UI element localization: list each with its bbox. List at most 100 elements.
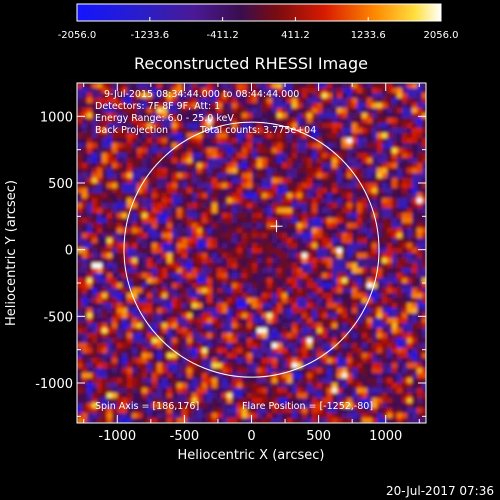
heatmap-cell bbox=[207, 188, 213, 194]
heatmap-cell bbox=[152, 223, 158, 229]
heatmap-cell bbox=[102, 293, 108, 299]
heatmap-cell bbox=[217, 353, 223, 359]
heatmap-cell bbox=[222, 93, 228, 99]
heatmap-cell bbox=[137, 178, 143, 184]
heatmap-cell bbox=[172, 403, 178, 409]
heatmap-cell bbox=[392, 253, 398, 259]
heatmap-cell bbox=[217, 108, 223, 114]
heatmap-cell bbox=[77, 298, 83, 304]
heatmap-cell bbox=[347, 183, 353, 189]
heatmap-cell bbox=[202, 298, 208, 304]
heatmap-cell bbox=[217, 188, 223, 194]
heatmap-cell bbox=[337, 323, 343, 329]
heatmap-cell bbox=[87, 228, 93, 234]
heatmap-cell bbox=[102, 98, 108, 104]
heatmap-cell bbox=[97, 228, 103, 234]
heatmap-cell bbox=[252, 173, 258, 179]
heatmap-cell bbox=[382, 153, 388, 159]
heatmap-cell bbox=[227, 238, 233, 244]
heatmap-cell bbox=[347, 388, 353, 394]
heatmap-cell bbox=[207, 263, 213, 269]
heatmap-cell bbox=[182, 353, 188, 359]
heatmap-cell bbox=[357, 223, 363, 229]
heatmap-cell bbox=[177, 213, 183, 219]
heatmap-cell bbox=[137, 313, 143, 319]
heatmap-cell bbox=[107, 163, 113, 169]
heatmap-cell bbox=[132, 343, 138, 349]
heatmap-cell bbox=[402, 358, 408, 364]
heatmap-cell bbox=[117, 228, 123, 234]
heatmap-cell bbox=[272, 168, 278, 174]
heatmap-cell bbox=[252, 243, 258, 249]
heatmap-cell bbox=[202, 188, 208, 194]
heatmap-cell bbox=[252, 218, 258, 224]
heatmap-cell bbox=[422, 228, 426, 234]
heatmap-cell bbox=[227, 298, 233, 304]
heatmap-cell bbox=[402, 223, 408, 229]
heatmap-cell bbox=[382, 138, 388, 144]
heatmap-cell bbox=[157, 303, 163, 309]
heatmap-cell bbox=[287, 243, 293, 249]
heatmap-cell bbox=[327, 168, 333, 174]
heatmap-cell bbox=[267, 183, 273, 189]
heatmap-cell bbox=[217, 343, 223, 349]
heatmap-cell bbox=[77, 113, 83, 119]
heatmap-cell bbox=[177, 218, 183, 224]
heatmap-cell bbox=[232, 303, 238, 309]
heatmap-cell bbox=[337, 268, 343, 274]
heatmap-cell bbox=[222, 108, 228, 114]
heatmap-cell bbox=[127, 288, 133, 294]
heatmap-cell bbox=[102, 228, 108, 234]
heatmap-cell bbox=[142, 188, 148, 194]
heatmap-cell bbox=[322, 313, 328, 319]
heatmap-cell bbox=[287, 158, 293, 164]
heatmap-cell bbox=[317, 263, 323, 269]
heatmap-cell bbox=[187, 343, 193, 349]
heatmap-cell bbox=[112, 213, 118, 219]
heatmap-cell bbox=[147, 93, 153, 99]
heatmap-cell bbox=[207, 223, 213, 229]
heatmap-cell bbox=[287, 388, 293, 394]
heatmap-cell bbox=[292, 383, 298, 389]
heatmap-cell bbox=[297, 113, 303, 119]
heatmap-cell bbox=[117, 368, 123, 374]
heatmap-cell bbox=[387, 368, 393, 374]
heatmap-cell bbox=[252, 123, 258, 129]
heatmap-cell bbox=[277, 393, 283, 399]
heatmap-cell bbox=[107, 103, 113, 109]
heatmap-cell bbox=[357, 213, 363, 219]
heatmap-cell bbox=[172, 333, 178, 339]
heatmap-cell bbox=[337, 123, 343, 129]
colorbar-ticks: -2056.0 -1233.6 -411.2 411.2 1233.6 2056.0 bbox=[58, 17, 459, 41]
heatmap-cell bbox=[377, 363, 383, 369]
heatmap-cell bbox=[292, 358, 298, 364]
heatmap-cell bbox=[342, 233, 348, 239]
heatmap-cell bbox=[227, 88, 233, 94]
heatmap-cell bbox=[92, 353, 98, 359]
heatmap-cell bbox=[132, 293, 138, 299]
heatmap-cell bbox=[372, 393, 378, 399]
heatmap-cell bbox=[367, 218, 373, 224]
heatmap-cell bbox=[222, 198, 228, 204]
heatmap-cell bbox=[407, 98, 413, 104]
heatmap-cell bbox=[422, 203, 426, 209]
heatmap-cell bbox=[97, 183, 103, 189]
heatmap-cell bbox=[157, 163, 163, 169]
heatmap-cell bbox=[267, 323, 273, 329]
heatmap-cell bbox=[77, 273, 83, 279]
heatmap-cell bbox=[292, 263, 298, 269]
heatmap-cell bbox=[347, 118, 353, 124]
heatmap-cell bbox=[132, 258, 138, 264]
heatmap-cell bbox=[102, 153, 108, 159]
heatmap-cell bbox=[232, 103, 238, 109]
heatmap-cell bbox=[132, 283, 138, 289]
heatmap-cell bbox=[397, 378, 403, 384]
heatmap-cell bbox=[272, 83, 278, 89]
heatmap-cell bbox=[392, 118, 398, 124]
heatmap-cell bbox=[392, 313, 398, 319]
heatmap-cell bbox=[222, 163, 228, 169]
heatmap-cell bbox=[372, 348, 378, 354]
heatmap-cell bbox=[317, 398, 323, 404]
heatmap-cell bbox=[147, 398, 153, 404]
heatmap-cell bbox=[387, 243, 393, 249]
